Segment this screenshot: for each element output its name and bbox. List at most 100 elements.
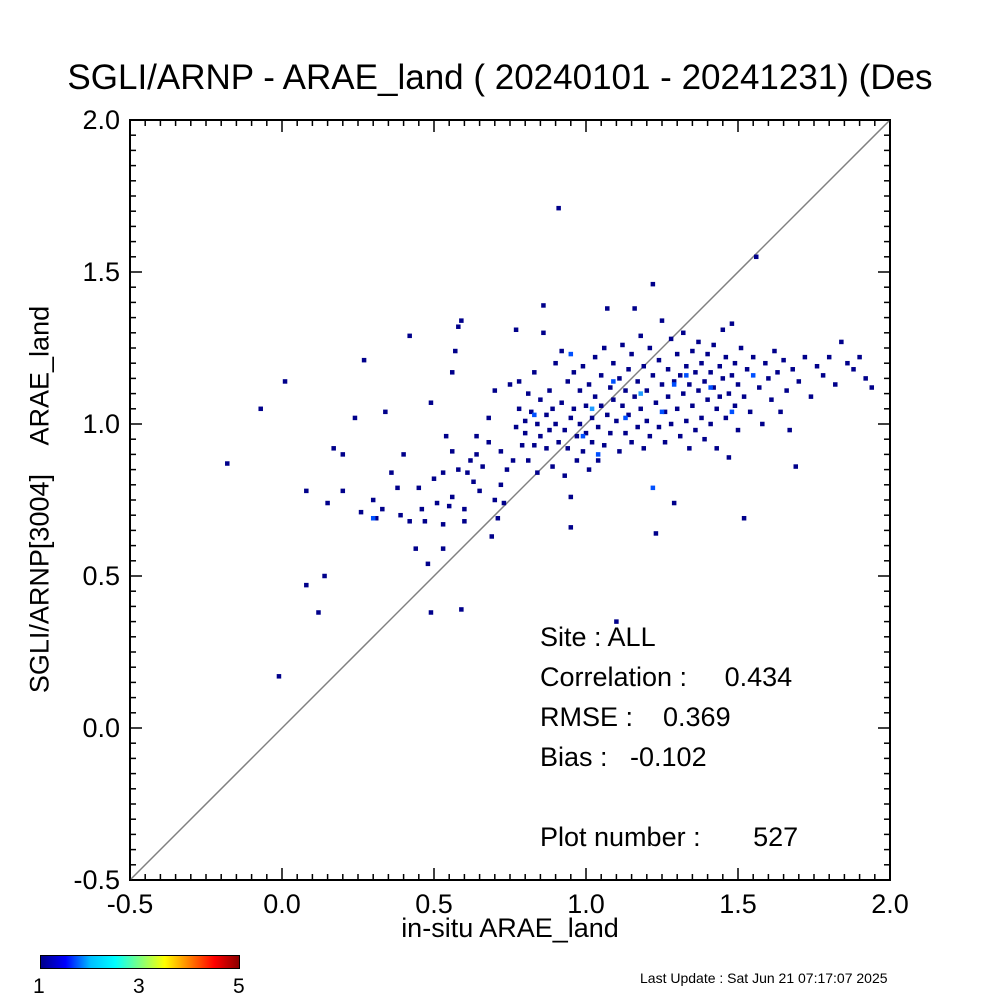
y-tick-label: 2.0 [82, 105, 120, 135]
data-point [659, 318, 665, 323]
data-point [525, 458, 531, 463]
data-point [863, 376, 868, 381]
data-point [550, 406, 555, 412]
data-point [516, 379, 522, 384]
data-point [440, 522, 446, 527]
data-point [820, 373, 826, 378]
data-point [845, 360, 850, 366]
data-point [601, 345, 607, 351]
data-point [553, 421, 558, 427]
data-point [443, 433, 449, 439]
data-point [498, 449, 504, 454]
data-point [370, 497, 376, 503]
data-point [525, 391, 531, 396]
data-point [708, 421, 713, 427]
data-point [529, 409, 534, 415]
data-point [641, 363, 647, 369]
data-point [547, 427, 552, 433]
data-point [784, 388, 789, 393]
data-point [474, 433, 479, 439]
data-point [738, 345, 744, 351]
data-point [453, 348, 458, 354]
data-point [541, 330, 546, 336]
data-point [659, 382, 665, 387]
data-point-dense [589, 406, 595, 412]
data-point [741, 515, 747, 521]
data-point [717, 363, 723, 369]
data-point [729, 373, 735, 378]
data-point [598, 373, 604, 378]
data-point [711, 385, 716, 390]
x-tick-label: 1.0 [567, 889, 605, 919]
y-tick-label: 0.0 [82, 713, 120, 743]
data-point [544, 446, 549, 451]
data-point [431, 476, 437, 481]
data-point [744, 367, 750, 372]
data-point [595, 458, 601, 463]
data-point [462, 506, 467, 512]
data-point [486, 439, 491, 445]
x-axis-label: in-situ ARAE_land [401, 913, 619, 943]
data-point [684, 418, 689, 424]
data-point [510, 458, 516, 463]
x-tick-label: 2.0 [871, 889, 909, 919]
data-point [380, 506, 385, 512]
data-point-dense [650, 485, 656, 491]
data-point [413, 546, 419, 551]
last-update-text: Last Update : Sat Jun 21 07:17:07 2025 [640, 970, 888, 986]
x-tick-label: 0.5 [415, 889, 453, 919]
data-point [538, 397, 543, 402]
data-point [361, 357, 367, 363]
data-point [668, 421, 674, 427]
data-point [623, 430, 628, 436]
data-point-dense [684, 373, 689, 378]
data-point [808, 394, 814, 399]
data-point [428, 610, 434, 615]
data-point [474, 452, 479, 457]
data-point [626, 412, 631, 418]
data-point [225, 461, 230, 466]
data-point [446, 503, 452, 509]
data-point [407, 333, 412, 339]
data-point [614, 418, 619, 424]
data-point [735, 427, 741, 433]
data-point [693, 370, 698, 375]
data-point [322, 573, 327, 579]
data-point [677, 433, 683, 439]
data-point [492, 388, 498, 393]
data-point [571, 370, 577, 375]
data-point [711, 342, 716, 348]
data-point [647, 433, 653, 439]
data-point [723, 415, 729, 421]
data-point [839, 339, 844, 345]
y-tick-label: -0.5 [73, 865, 120, 895]
colorbar-tick-1: 1 [33, 975, 45, 998]
data-point [449, 494, 455, 500]
data-point [629, 439, 634, 445]
data-point [553, 360, 558, 366]
data-point [492, 497, 498, 503]
y-tick-label: 1.5 [82, 257, 120, 287]
data-point [647, 345, 653, 351]
data-point [720, 327, 726, 333]
data-point [635, 424, 640, 430]
data-point [693, 427, 698, 433]
data-point [340, 488, 346, 494]
data-point [383, 409, 388, 415]
data-point [544, 412, 549, 418]
data-point [495, 515, 501, 521]
data-point [562, 427, 567, 433]
data-point [498, 482, 504, 488]
data-point [559, 400, 564, 405]
data-point [851, 367, 856, 372]
data-point [629, 351, 634, 357]
data-point [477, 488, 482, 494]
data-point [814, 363, 820, 369]
data-point-dense [568, 351, 574, 357]
data-point [389, 470, 394, 475]
colorbar-tick-3: 3 [133, 975, 145, 998]
data-point [681, 330, 686, 336]
data-point [550, 464, 555, 469]
data-point [580, 363, 586, 369]
data-point [440, 470, 446, 475]
